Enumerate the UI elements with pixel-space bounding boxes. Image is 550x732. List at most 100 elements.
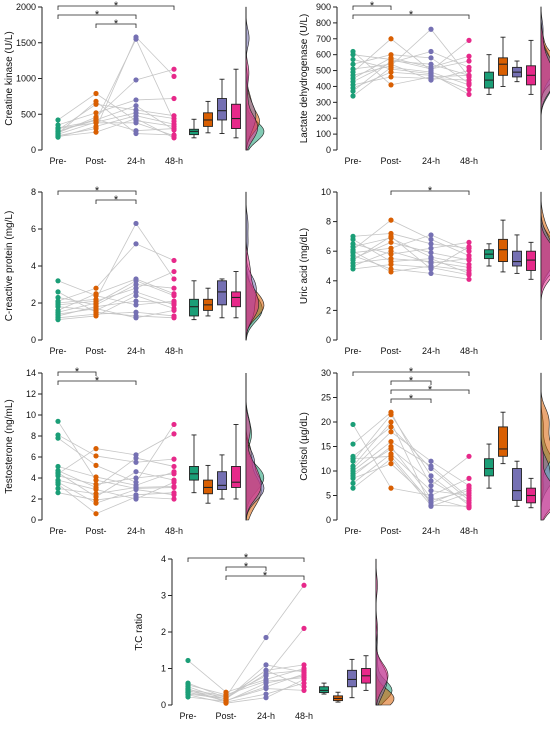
significance-bracket <box>57 14 137 19</box>
subject-line <box>352 413 470 506</box>
y-axis-title: Uric acid (mg/dL) <box>299 228 310 304</box>
data-point <box>466 497 472 503</box>
subject-line <box>352 421 470 507</box>
data-point <box>171 496 177 502</box>
x-tick-label: 24-h <box>257 711 275 721</box>
subject-line <box>352 455 470 504</box>
subject-line <box>352 264 470 276</box>
data-point <box>428 266 434 272</box>
data-point <box>466 53 472 59</box>
data-point <box>55 117 61 123</box>
box-iqr <box>217 98 227 121</box>
significance-bracket <box>390 380 432 385</box>
data-point <box>428 256 434 262</box>
data-point <box>350 263 356 269</box>
x-tick-label: 48-h <box>295 711 313 721</box>
data-point <box>301 684 307 690</box>
significance-bracket <box>352 5 392 10</box>
box-iqr <box>498 238 508 263</box>
significance-bracket <box>390 398 432 403</box>
x-tick-label: Pre- <box>344 346 361 356</box>
x-tick-label: 24-h <box>127 156 145 166</box>
subject-line <box>57 483 175 515</box>
data-point <box>93 298 99 304</box>
data-point <box>466 87 472 93</box>
data-point <box>55 289 61 295</box>
subject-line <box>187 673 305 702</box>
data-point <box>350 257 356 263</box>
data-point <box>350 61 356 67</box>
data-point <box>171 125 177 132</box>
significance-bracket <box>225 566 267 571</box>
data-point <box>428 500 434 506</box>
subject-line <box>352 411 470 487</box>
y-tick-label: 10 <box>321 187 331 197</box>
x-tick-label: Post- <box>215 711 236 721</box>
subject-line <box>57 473 175 485</box>
subject-line <box>57 466 175 486</box>
data-point <box>55 485 61 492</box>
data-point <box>466 475 472 481</box>
data-point <box>171 113 177 119</box>
y-axis-title: Cortisol (µg/dL) <box>299 412 310 481</box>
data-point <box>428 250 434 256</box>
data-point <box>133 241 139 247</box>
box-iqr <box>217 280 227 306</box>
data-point <box>350 456 356 462</box>
box-iqr <box>189 298 199 317</box>
x-tick-label: 48-h <box>460 346 478 356</box>
subject-line <box>57 433 175 475</box>
subject-line <box>352 233 470 249</box>
subject-line <box>352 426 470 501</box>
data-point <box>466 453 472 459</box>
x-tick-label: Pre- <box>344 156 361 166</box>
data-point <box>133 97 139 103</box>
subject-line <box>352 38 470 73</box>
data-point <box>55 307 61 313</box>
box-iqr <box>231 103 241 129</box>
subject-line <box>352 250 470 267</box>
subject-line <box>352 250 470 273</box>
y-tick-label: 2000 <box>16 2 36 12</box>
y-tick-label: 0 <box>31 515 36 525</box>
data-point <box>185 689 191 696</box>
data-point <box>388 74 394 80</box>
data-point <box>171 66 177 72</box>
subject-line <box>57 434 175 463</box>
subject-line <box>57 38 175 129</box>
subject-line <box>352 71 470 90</box>
y-tick-label: 30 <box>321 368 331 378</box>
significance-bracket <box>390 190 470 195</box>
chart-ua: 0 2 4 6 8 10 Uric acid (mg/dL) Pre- Post- 24-h 48-… <box>299 185 550 356</box>
data-point <box>133 459 139 465</box>
data-point <box>93 500 99 506</box>
data-point <box>388 82 394 88</box>
data-point <box>55 479 61 485</box>
box-iqr <box>512 250 522 267</box>
significance-star: * <box>409 375 414 387</box>
data-point <box>466 239 472 245</box>
data-point <box>388 439 394 445</box>
x-tick-label: Post- <box>85 526 106 536</box>
significance-bracket <box>187 557 305 562</box>
data-point <box>350 480 356 486</box>
data-point <box>388 424 394 430</box>
data-point <box>133 486 139 493</box>
y-tick-label: 500 <box>316 66 331 76</box>
x-tick-label: 24-h <box>422 346 440 356</box>
data-point <box>466 91 472 97</box>
y-tick-label: 2 <box>31 298 36 308</box>
data-point <box>466 276 472 282</box>
data-point <box>301 687 307 694</box>
density-curve <box>245 7 258 151</box>
data-point <box>55 317 61 323</box>
data-point <box>466 37 472 43</box>
x-tick-label: Pre- <box>179 711 196 721</box>
data-point <box>171 431 177 437</box>
y-axis-title: Testosterone (ng/mL) <box>4 399 15 494</box>
significance-star: * <box>244 552 249 564</box>
significance-star: * <box>428 185 433 197</box>
y-tick-label: 4 <box>31 261 36 271</box>
data-point <box>93 511 99 517</box>
